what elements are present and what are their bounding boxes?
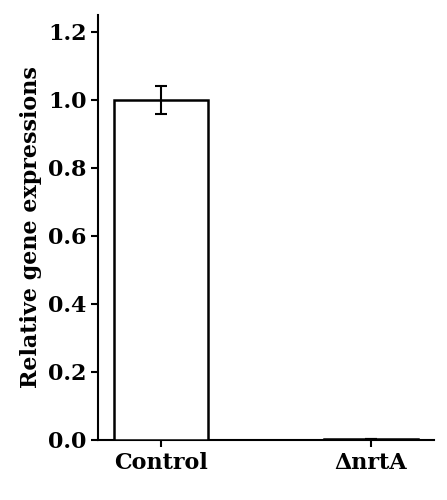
Bar [114, 100, 208, 440]
Y-axis label: Relative gene expressions: Relative gene expressions [21, 66, 42, 388]
Bar [324, 439, 418, 440]
